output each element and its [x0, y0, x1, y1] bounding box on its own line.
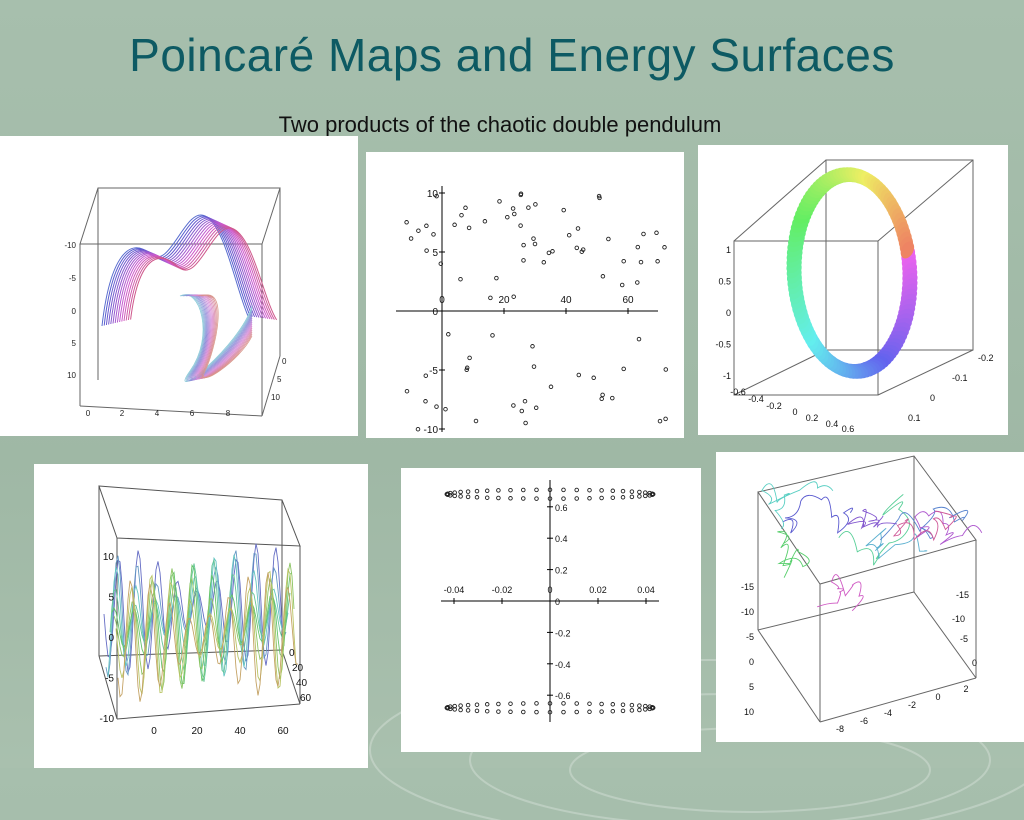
tick-label: 0.6: [842, 424, 855, 434]
tick-label: -0.2: [555, 628, 571, 638]
tick-label: -0.02: [492, 585, 513, 595]
tick-label: -5: [746, 632, 754, 642]
tick-label: 10: [103, 552, 115, 563]
tick-label: 5: [749, 682, 754, 692]
tick-label: 60: [300, 693, 312, 704]
trajectory-plot-2: -15 -10 -5 0 5 10 -8 -6 -4 -2 0 2 -15 -10 -5 0: [741, 455, 983, 734]
tick-label: 0.04: [637, 585, 655, 595]
tick-label: 0: [439, 295, 445, 306]
tick-label: 40: [296, 678, 308, 689]
panel-3d-ring: 1 0.5 0 -0.5 -1 -0.6 -0.4 -0.2 0 0.2 0.4 0.6 -0.2 -0.…: [698, 145, 1008, 435]
tick-label: -5: [429, 366, 438, 377]
tick-label: -0.6: [555, 691, 571, 701]
tick-label: 20: [498, 295, 510, 306]
tick-label: 0: [289, 648, 295, 659]
tick-label: 0: [749, 657, 754, 667]
tick-label: -0.1: [952, 373, 968, 383]
panel-scatter-1: 0 20 40 60 10 5 0 -5 -10: [366, 152, 684, 438]
tick-label: 10: [67, 371, 76, 380]
tick-label: -15: [741, 582, 754, 592]
tick-label: -10: [741, 607, 754, 617]
tick-label: 10: [427, 189, 439, 200]
tick-label: 0: [547, 585, 552, 595]
tick-label: 0: [282, 357, 287, 366]
panel-scatter-2: -0.04 -0.02 0 0.02 0.04 0.6 0.4 0.2 0 -0.2 -0.4 -0.…: [401, 468, 701, 752]
tick-label: 0: [555, 597, 560, 607]
tick-label: 0.1: [908, 413, 921, 423]
tick-label: 0.2: [806, 413, 819, 423]
tick-label: -0.2: [766, 401, 782, 411]
panel-3d-trajectory-1: -10 -5 0 5 10 0 2 4 6 8 0 5 10: [0, 136, 358, 436]
tick-label: 0: [151, 726, 157, 737]
tick-label: 2: [120, 409, 125, 418]
tick-label: -8: [836, 724, 844, 734]
tick-label: -5: [69, 274, 77, 283]
tick-label: 0: [930, 393, 935, 403]
tick-label: 1: [726, 245, 731, 255]
tick-label: 20: [191, 726, 203, 737]
tick-label: 5: [277, 375, 282, 384]
tick-label: -15: [956, 590, 969, 600]
energy-ring-plot: 10.50-0.5-1-0.6-0.4-0.200.20.4 0.6-0.2-0.…: [715, 159, 994, 434]
tick-label: 10: [744, 707, 754, 717]
tick-label: -0.4: [555, 660, 571, 670]
tick-label: 0: [72, 307, 77, 316]
tick-label: 0.02: [589, 585, 607, 595]
panel-3d-oscillation: 10 5 0 -5 -10 0 20 40 60 0 20 40 60: [34, 464, 368, 768]
tick-label: 0.2: [555, 566, 568, 576]
tick-label: 40: [560, 295, 572, 306]
slide-title: Poincaré Maps and Energy Surfaces: [129, 29, 895, 81]
tick-label: -0.6: [730, 387, 746, 397]
tick-label: -10: [952, 614, 965, 624]
tick-label: -10: [100, 714, 115, 725]
poincare-scatter-plot-2: -0.04 -0.02 0 0.02 0.040.60.40.20-0.2-0.4-0.…: [441, 480, 659, 722]
tick-label: 60: [277, 726, 289, 737]
tick-label: 0: [972, 658, 977, 668]
tick-label: -0.5: [715, 340, 731, 350]
tick-label: 0: [792, 407, 797, 417]
tick-label: 2: [963, 684, 968, 694]
tick-label: -1: [723, 371, 731, 381]
tick-label: 0.5: [718, 277, 731, 287]
slide-subtitle: Two products of the chaotic double pendu…: [278, 112, 722, 137]
tick-label: 0.6: [555, 503, 568, 513]
tick-label: -10: [424, 425, 439, 436]
tick-label: -5: [105, 674, 114, 685]
tick-label: -0.04: [444, 585, 465, 595]
tick-label: 20: [292, 663, 304, 674]
tick-label: 8: [226, 409, 231, 418]
tick-label: 0: [726, 308, 731, 318]
tick-label: 5: [72, 339, 77, 348]
tick-label: 5: [108, 593, 114, 604]
tick-label: -2: [908, 700, 916, 710]
tick-label: 6: [190, 409, 195, 418]
poincare-scatter-plot-1: 0 20 40 60 10 5 0 -5 -10: [396, 186, 669, 436]
tick-label: 0: [86, 409, 91, 418]
tick-label: 5: [432, 248, 438, 259]
tick-label: 0: [935, 692, 940, 702]
tick-label: -0.4: [748, 394, 764, 404]
oscillation-surface-plot: 10 5 0 -5 -10 0 20 40 60 0 20 40 60: [98, 485, 312, 737]
tick-label: 0.4: [555, 534, 568, 544]
tick-label: 10: [271, 393, 280, 402]
tick-label: -6: [860, 716, 868, 726]
panel-3d-trajectory-2: -15 -10 -5 0 5 10 -8 -6 -4 -2 0 2 -15 -10 -5 0: [716, 452, 1024, 742]
tick-label: -10: [64, 241, 76, 250]
tick-label: -4: [884, 708, 892, 718]
tick-label: -0.2: [978, 353, 994, 363]
tick-label: 0: [108, 633, 114, 644]
tick-label: 60: [622, 295, 634, 306]
tick-label: 4: [155, 409, 160, 418]
tick-label: 0: [432, 307, 438, 318]
tick-label: 40: [234, 726, 246, 737]
tick-label: 0.4: [826, 419, 839, 429]
tick-label: -5: [960, 634, 968, 644]
